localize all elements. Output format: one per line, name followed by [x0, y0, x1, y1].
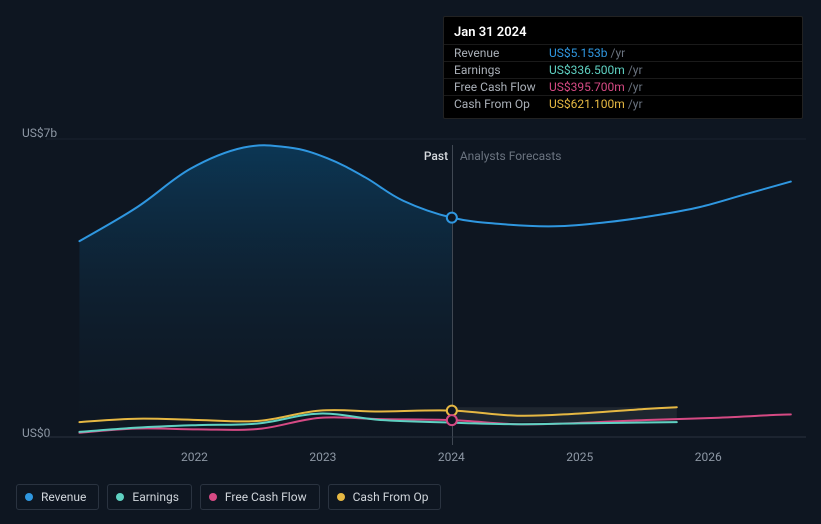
- tooltip-row-value: US$5.153b: [549, 46, 608, 60]
- tooltip-row: EarningsUS$336.500m/yr: [444, 61, 802, 78]
- legend-dot: [337, 493, 345, 501]
- tooltip-row: RevenueUS$5.153b/yr: [444, 44, 802, 61]
- x-axis-label: 2026: [695, 450, 722, 464]
- legend-item-cash_from_op[interactable]: Cash From Op: [328, 484, 442, 510]
- tooltip-row-value: US$395.700m: [549, 80, 625, 94]
- tooltip-date: Jan 31 2024: [444, 23, 802, 44]
- tooltip-row-suffix: /yr: [628, 63, 643, 77]
- tooltip-row-suffix: /yr: [628, 97, 643, 111]
- legend-dot: [116, 493, 124, 501]
- tooltip: Jan 31 2024 RevenueUS$5.153b/yrEarningsU…: [443, 16, 803, 119]
- legend-label: Cash From Op: [353, 490, 429, 504]
- legend-label: Earnings: [132, 490, 179, 504]
- tooltip-row-label: Revenue: [454, 46, 549, 60]
- tooltip-row-label: Earnings: [454, 63, 549, 77]
- legend-dot: [209, 493, 217, 501]
- tooltip-row-suffix: /yr: [611, 46, 626, 60]
- tooltip-row-value: US$621.100m: [549, 97, 625, 111]
- tooltip-row-suffix: /yr: [628, 80, 643, 94]
- x-axis-label: 2024: [438, 450, 465, 464]
- x-axis-label: 2023: [309, 450, 336, 464]
- earnings-chart[interactable]: [16, 125, 806, 445]
- legend-item-free_cash_flow[interactable]: Free Cash Flow: [200, 484, 320, 510]
- tooltip-row: Cash From OpUS$621.100m/yr: [444, 95, 802, 112]
- legend-label: Free Cash Flow: [225, 490, 307, 504]
- tooltip-row: Free Cash FlowUS$395.700m/yr: [444, 78, 802, 95]
- legend: Revenue Earnings Free Cash Flow Cash From O…: [16, 484, 441, 510]
- x-axis-label: 2025: [566, 450, 593, 464]
- x-axis-label: 2022: [181, 450, 208, 464]
- legend-item-revenue[interactable]: Revenue: [16, 484, 99, 510]
- tooltip-row-value: US$336.500m: [549, 63, 625, 77]
- legend-dot: [25, 493, 33, 501]
- tooltip-row-label: Free Cash Flow: [454, 80, 549, 94]
- tooltip-row-label: Cash From Op: [454, 97, 549, 111]
- legend-item-earnings[interactable]: Earnings: [107, 484, 192, 510]
- legend-label: Revenue: [41, 490, 86, 504]
